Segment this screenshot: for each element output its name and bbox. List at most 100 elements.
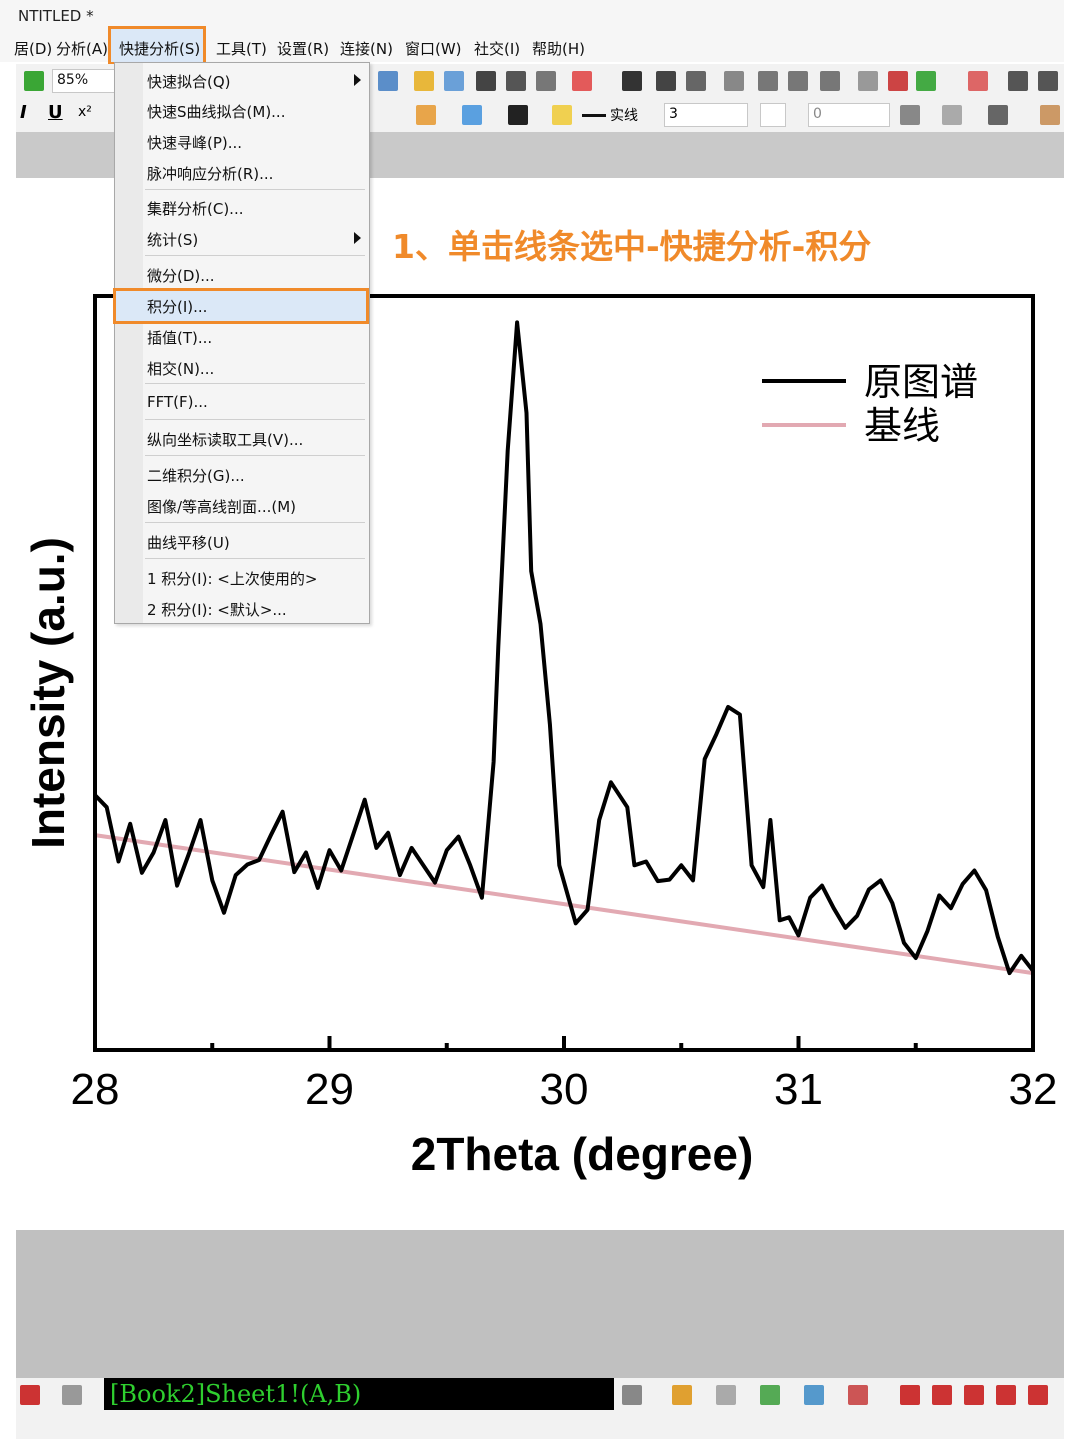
active-dataset-label: [Book2]Sheet1!(A,B)	[110, 1380, 362, 1408]
menu-separator	[145, 419, 365, 420]
menu-item-settings[interactable]: 设置(R)	[277, 40, 330, 58]
menu-statistics[interactable]: 统计(S)	[147, 231, 199, 249]
menu-impulse-response[interactable]: 脉冲响应分析(R)...	[147, 165, 274, 183]
statistics-icon[interactable]	[656, 71, 676, 91]
y-axis-icon[interactable]	[1038, 71, 1058, 91]
border-icon[interactable]	[942, 105, 962, 125]
menu-item-d[interactable]: 居(D)	[14, 40, 53, 58]
notes-icon[interactable]	[506, 71, 526, 91]
menu-recent-integrate-default[interactable]: 2 积分(I): <默认>...	[147, 601, 287, 619]
menu-vertical-cursor[interactable]: 纵向坐标读取工具(V)...	[147, 431, 304, 449]
menu-separator	[145, 522, 365, 523]
menu-recent-integrate-last[interactable]: 1 积分(I): <上次使用的>	[147, 570, 318, 588]
quick-analysis-dropdown: 快速拟合(Q) 快速S曲线拟合(M)... 快速寻峰(P)... 脉冲响应分析(…	[113, 62, 370, 624]
series-line-baseline	[94, 833, 1034, 976]
menu-quick-sigmoid-fit[interactable]: 快速S曲线拟合(M)...	[147, 103, 286, 121]
menu-item-connect[interactable]: 连接(N)	[340, 40, 393, 58]
workspace-bottom	[16, 1230, 1064, 1378]
menu-intersect[interactable]: 相交(N)...	[147, 360, 215, 378]
worksheet-icon[interactable]	[476, 71, 496, 91]
triangle-icon[interactable]	[1028, 1385, 1048, 1405]
column-value-icon[interactable]	[724, 71, 744, 91]
submenu-arrow-icon	[354, 232, 361, 244]
y-axis-label: Intensity (a.u.)	[22, 537, 74, 849]
pattern-combo[interactable]: 0	[808, 103, 890, 127]
matrix-icon[interactable]	[804, 1385, 824, 1405]
plot-icon[interactable]	[672, 1385, 692, 1405]
data-selector-icon[interactable]	[20, 1385, 40, 1405]
menu-fft[interactable]: FFT(F)...	[147, 393, 208, 411]
zoom-value: 85%	[57, 72, 89, 88]
close-icon[interactable]	[1008, 71, 1028, 91]
menu-quick-peaks[interactable]: 快速寻峰(P)...	[147, 134, 243, 152]
line-style-combo[interactable]: 实线	[582, 103, 658, 125]
menu-integrate[interactable]: 积分(I)...	[147, 298, 208, 316]
bottom-bar	[16, 1412, 1064, 1439]
run-icon[interactable]	[24, 71, 44, 91]
line-color-icon[interactable]	[508, 105, 528, 125]
line-sample	[582, 114, 606, 117]
line-chart-icon[interactable]	[820, 71, 840, 91]
dropdown-icon-stripe	[115, 63, 143, 623]
italic-icon[interactable]: I	[20, 102, 27, 123]
underline-icon[interactable]: U	[48, 102, 63, 123]
arrow-down-icon[interactable]	[932, 1385, 952, 1405]
image-icon[interactable]	[848, 1385, 868, 1405]
pattern-value: 0	[813, 106, 822, 122]
zoom-combo[interactable]: 85%	[52, 69, 118, 93]
menu-item-help[interactable]: 帮助(H)	[532, 40, 585, 58]
filter-icon[interactable]	[858, 71, 878, 91]
filter-remove-icon[interactable]	[888, 71, 908, 91]
zoom-in-icon[interactable]	[414, 71, 434, 91]
submenu-arrow-icon	[354, 74, 361, 86]
menubar: 居(D) 分析(A) 快捷分析(S) 工具(T) 设置(R) 连接(N) 窗口(…	[0, 26, 1064, 65]
menu-curve-shift[interactable]: 曲线平移(U)	[147, 534, 230, 552]
sort-icon[interactable]	[686, 71, 706, 91]
layer-icon[interactable]	[622, 1385, 642, 1405]
window-title: NTITLED *	[18, 7, 94, 25]
color-swatch[interactable]	[760, 103, 786, 127]
merge-icon[interactable]	[716, 1385, 736, 1405]
x-tick-label: 29	[305, 1065, 354, 1114]
menu-cluster-analysis[interactable]: 集群分析(C)...	[147, 200, 244, 218]
menu-item-analysis[interactable]: 分析(A)	[56, 40, 108, 58]
menu-2d-integrate[interactable]: 二维积分(G)...	[147, 467, 245, 485]
brightness-icon[interactable]	[552, 105, 572, 125]
menu-image-profile[interactable]: 图像/等高线剖面...(M)	[147, 498, 297, 516]
table-layout-icon[interactable]	[988, 105, 1008, 125]
data-reader-icon[interactable]	[444, 71, 464, 91]
menu-item-tools[interactable]: 工具(T)	[216, 40, 267, 58]
menu-item-window[interactable]: 窗口(W)	[405, 40, 462, 58]
extras-icon[interactable]	[1040, 105, 1060, 125]
fill-color-icon[interactable]	[416, 105, 436, 125]
active-dataset-box: [Book2]Sheet1!(A,B)	[104, 1378, 614, 1410]
line-style-value: 实线	[610, 108, 638, 124]
x-tick-label: 28	[71, 1065, 120, 1114]
menu-item-social[interactable]: 社交(I)	[474, 40, 521, 58]
superscript-icon[interactable]: x²	[78, 104, 92, 120]
line-width-combo[interactable]: 3	[664, 103, 748, 127]
highlight-integrate	[113, 288, 369, 324]
bar-chart-icon[interactable]	[758, 71, 778, 91]
menu-quick-fit[interactable]: 快速拟合(Q)	[147, 73, 231, 91]
sum-icon[interactable]	[622, 71, 642, 91]
arrow-left-icon[interactable]	[900, 1385, 920, 1405]
graph-layer-icon[interactable]	[378, 71, 398, 91]
menu-differentiate[interactable]: 微分(D)...	[147, 267, 215, 285]
grid-icon[interactable]	[760, 1385, 780, 1405]
menu-interpolate[interactable]: 插值(T)...	[147, 329, 213, 347]
add-column-icon[interactable]	[572, 71, 592, 91]
arrow-right-icon[interactable]	[996, 1385, 1016, 1405]
line-width-value: 3	[669, 106, 678, 122]
gear-icon[interactable]	[536, 71, 556, 91]
x-tick-label: 32	[1009, 1065, 1058, 1114]
palette-icon[interactable]	[462, 105, 482, 125]
instruction-annotation: 1、单击线条选中-快捷分析-积分	[392, 227, 872, 266]
xrd-chart: 28 29 30 31 32 2Theta (degree) Intensity (a.u.…	[22, 294, 1058, 1180]
book-icon[interactable]	[62, 1385, 82, 1405]
peak-icon[interactable]	[968, 71, 988, 91]
filter-apply-icon[interactable]	[916, 71, 936, 91]
hatch-pattern-icon[interactable]	[900, 105, 920, 125]
arrow-up-icon[interactable]	[964, 1385, 984, 1405]
column-chart-icon[interactable]	[788, 71, 808, 91]
